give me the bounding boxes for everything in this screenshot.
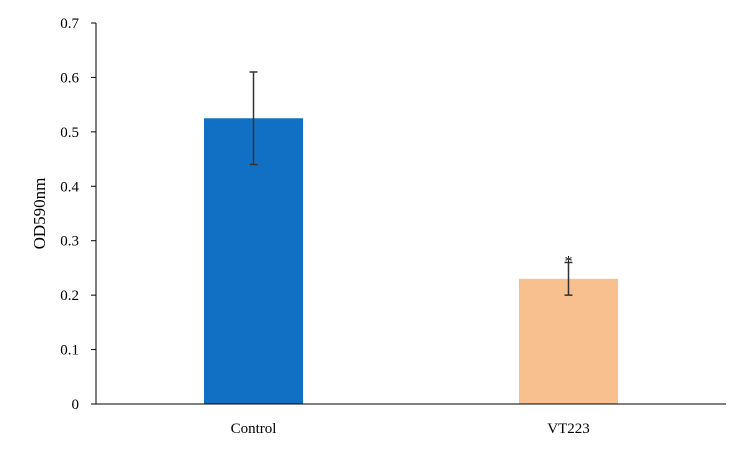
x-tick-label-control: Control xyxy=(231,421,277,437)
bar-control xyxy=(204,118,303,404)
y-tick-label: 0 xyxy=(72,397,80,413)
y-tick-label: 0.2 xyxy=(60,288,79,304)
y-tick-label: 0.7 xyxy=(60,16,79,32)
bar-vt223 xyxy=(519,278,618,404)
y-tick-label: 0.1 xyxy=(60,343,79,359)
y-tick-label: 0.6 xyxy=(60,70,79,86)
significance-asterisk: * xyxy=(565,253,573,270)
y-tick-label: 0.4 xyxy=(60,179,79,195)
significance-markers: * xyxy=(565,253,573,270)
y-axis-ticks: 0 0.1 0.2 0.3 0.4 0.5 0.6 0.7 xyxy=(60,16,96,413)
x-axis-labels: Control VT223 xyxy=(231,421,590,437)
error-bars xyxy=(249,71,573,296)
x-tick-label-vt223: VT223 xyxy=(547,421,590,437)
y-tick-label: 0.5 xyxy=(60,125,79,141)
y-axis-title: OD590nm xyxy=(30,178,49,250)
y-tick-label: 0.3 xyxy=(60,234,79,250)
bars xyxy=(204,118,618,404)
